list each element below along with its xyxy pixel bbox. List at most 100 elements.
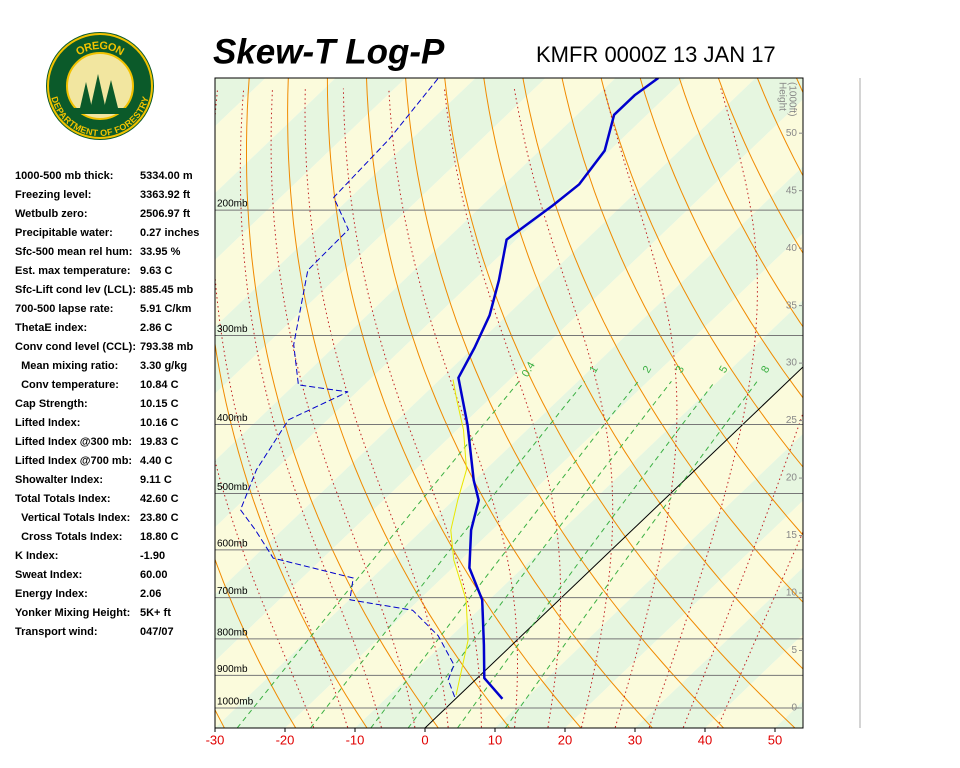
logo-tree [90, 74, 106, 110]
x-tick-label: 40 [698, 732, 712, 747]
index-label: Vertical Totals Index: [15, 512, 130, 524]
x-tick-label: 50 [768, 732, 782, 747]
pressure-label: 500mb [217, 482, 248, 493]
index-label: Transport wind: [15, 626, 98, 638]
logo-top: OREGON [74, 40, 126, 59]
index-value: 4.40 C [140, 455, 172, 467]
index-label: Sweat Index: [15, 569, 82, 581]
dry-adiabat [678, 78, 803, 328]
height-tick-label: 35 [786, 300, 798, 311]
mixing-ratio-label: 5 [717, 364, 730, 375]
dry-adiabat [836, 78, 960, 728]
moist-adiabat [270, 88, 416, 728]
dry-adiabat [405, 78, 724, 728]
chart-title: Skew-T Log-P [213, 32, 445, 71]
chart-subtitle: KMFR 0000Z 13 JAN 17 [536, 42, 776, 67]
index-label: 1000-500 mb thick: [15, 170, 113, 182]
index-value: 60.00 [140, 569, 168, 581]
index-value: 2.86 C [140, 322, 172, 334]
dry-adiabat [522, 78, 803, 603]
moist-adiabat [215, 88, 349, 728]
index-label: Lifted Index: [15, 417, 80, 429]
index-label: Precipitable water: [15, 227, 113, 239]
logo: OREGON DEPARTMENT OF FORESTRY [46, 32, 154, 140]
index-value: 10.16 C [140, 417, 179, 429]
dry-adiabat [796, 78, 803, 94]
index-label: Sfc-Lift cond lev (LCL): [15, 284, 136, 296]
x-tick-label: -20 [276, 732, 295, 747]
x-tick-label: 10 [488, 732, 502, 747]
pressure-label: 1000mb [217, 697, 254, 708]
height-tick-label: 10 [786, 588, 798, 599]
isotherm-band [635, 567, 803, 728]
index-label: Sfc-500 mean rel hum: [15, 246, 132, 258]
isotherm-band [215, 78, 336, 194]
mixing-ratio-label: 8 [759, 364, 772, 375]
index-label: Lifted Index @700 mb: [15, 455, 132, 467]
profile-line [457, 78, 660, 700]
moist-adiabat [603, 88, 678, 728]
height-tick-label: 40 [786, 243, 798, 254]
height-axis-label: (1000ft) [786, 82, 797, 116]
index-value: 19.83 C [140, 436, 179, 448]
index-value: 2506.97 ft [140, 208, 190, 220]
index-label: Lifted Index @300 mb: [15, 436, 132, 448]
pressure-label: 200mb [217, 199, 248, 210]
index-value: 5334.00 m [140, 170, 193, 182]
dry-adiabat [287, 78, 510, 728]
index-value: 9.63 C [140, 265, 172, 277]
isotherm-band [565, 500, 803, 728]
freezing-isotherm [424, 366, 803, 728]
index-label: K Index: [15, 550, 58, 562]
index-value: 793.38 mb [140, 341, 193, 353]
pressure-label: 800mb [217, 628, 248, 639]
index-value: 10.84 C [140, 379, 179, 391]
index-label: Freezing level: [15, 189, 91, 201]
index-value: 047/07 [140, 626, 174, 638]
dry-adiabat [561, 78, 803, 536]
index-label: Mean mixing ratio: [15, 360, 118, 372]
x-tick-label: 30 [628, 732, 642, 747]
index-value: 9.11 C [140, 474, 172, 486]
x-tick-label: -10 [346, 732, 365, 747]
dry-adiabat [953, 78, 960, 728]
index-value: 18.80 C [140, 531, 179, 543]
index-value: 42.60 C [140, 493, 179, 505]
dry-adiabat [215, 340, 368, 728]
index-label: Energy Index: [15, 588, 88, 600]
x-tick-label: 0 [421, 732, 428, 747]
dry-adiabat [914, 78, 960, 728]
height-tick-label: 20 [786, 473, 798, 484]
logo-text: OREGON [74, 40, 126, 59]
height-tick-label: 0 [791, 703, 797, 714]
mixing-ratio-label: 2 [641, 364, 654, 375]
x-tick-label: -30 [206, 732, 225, 747]
pressure-label: 600mb [217, 539, 248, 550]
plot-area: 0.4 1 2 3 5 8 [215, 78, 960, 728]
index-value: 0.27 inches [140, 227, 199, 239]
isotherm-band [495, 433, 803, 728]
isotherm-band [215, 78, 803, 662]
index-value: 10.15 C [140, 398, 179, 410]
index-value: -1.90 [140, 550, 165, 562]
profile-line [450, 379, 469, 696]
index-label: Showalter Index: [15, 474, 103, 486]
index-value: 33.95 % [140, 246, 181, 258]
logo-tree [104, 80, 118, 108]
dry-adiabat [875, 78, 960, 728]
pressure-label: 400mb [217, 413, 248, 424]
mixing-ratio-line [370, 380, 639, 728]
mixing-ratio-label: 3 [674, 364, 687, 375]
dry-adiabat [366, 78, 653, 728]
height-tick-label: 30 [786, 358, 798, 369]
isotherm-band [215, 99, 803, 728]
isotherm-band [215, 166, 803, 728]
isotherm-band [215, 78, 756, 595]
index-label: ThetaE index: [15, 322, 87, 334]
profile-line [240, 78, 456, 698]
mixing-ratio-line [236, 380, 520, 728]
index-value: 3363.92 ft [140, 189, 190, 201]
logo-border [47, 33, 153, 139]
height-tick-label: 45 [786, 185, 798, 196]
index-label: Conv cond level (CCL): [15, 341, 136, 353]
